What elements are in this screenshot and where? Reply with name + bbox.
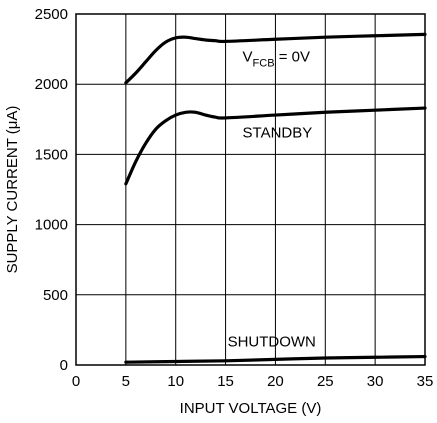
y-axis-label: SUPPLY CURRENT (μA) [4,106,21,274]
series-label-vfcb-sub: FCB [253,58,275,70]
grid-lines [76,14,425,365]
y-tick-label: 2500 [35,6,68,23]
plot-frame [75,13,426,366]
series-label-standby: STANDBY [243,125,313,142]
y-tick-label: 1500 [35,146,68,163]
x-tick-label: 15 [217,373,234,390]
x-tick-label: 10 [167,373,184,390]
x-tick-label: 5 [122,373,130,390]
series-label-vfcb: VFCB = 0V [243,49,310,70]
y-tick-label: 1000 [35,217,68,234]
y-tick-label: 0 [60,357,68,374]
x-tick-label: 35 [417,373,434,390]
series-label-vfcb-main: V [243,49,253,66]
series-lines [124,32,427,364]
series-label-shutdown: SHUTDOWN [228,334,316,351]
series-line-shutdown [124,354,427,364]
x-tick-label: 0 [72,373,80,390]
series-line-standby [124,106,427,186]
x-tick-label: 25 [317,373,334,390]
x-tick-labels: 0 5 10 15 20 25 30 35 [72,373,434,390]
series-line-vfcb [124,32,427,85]
y-tick-labels: 0 500 1000 1500 2000 2500 [35,6,68,374]
y-tick-label: 2000 [35,76,68,93]
series-label-vfcb-rest: = 0V [275,49,310,66]
x-axis-label: INPUT VOLTAGE (V) [180,400,322,417]
x-tick-label: 30 [367,373,384,390]
y-tick-label: 500 [43,287,68,304]
x-tick-label: 20 [267,373,284,390]
